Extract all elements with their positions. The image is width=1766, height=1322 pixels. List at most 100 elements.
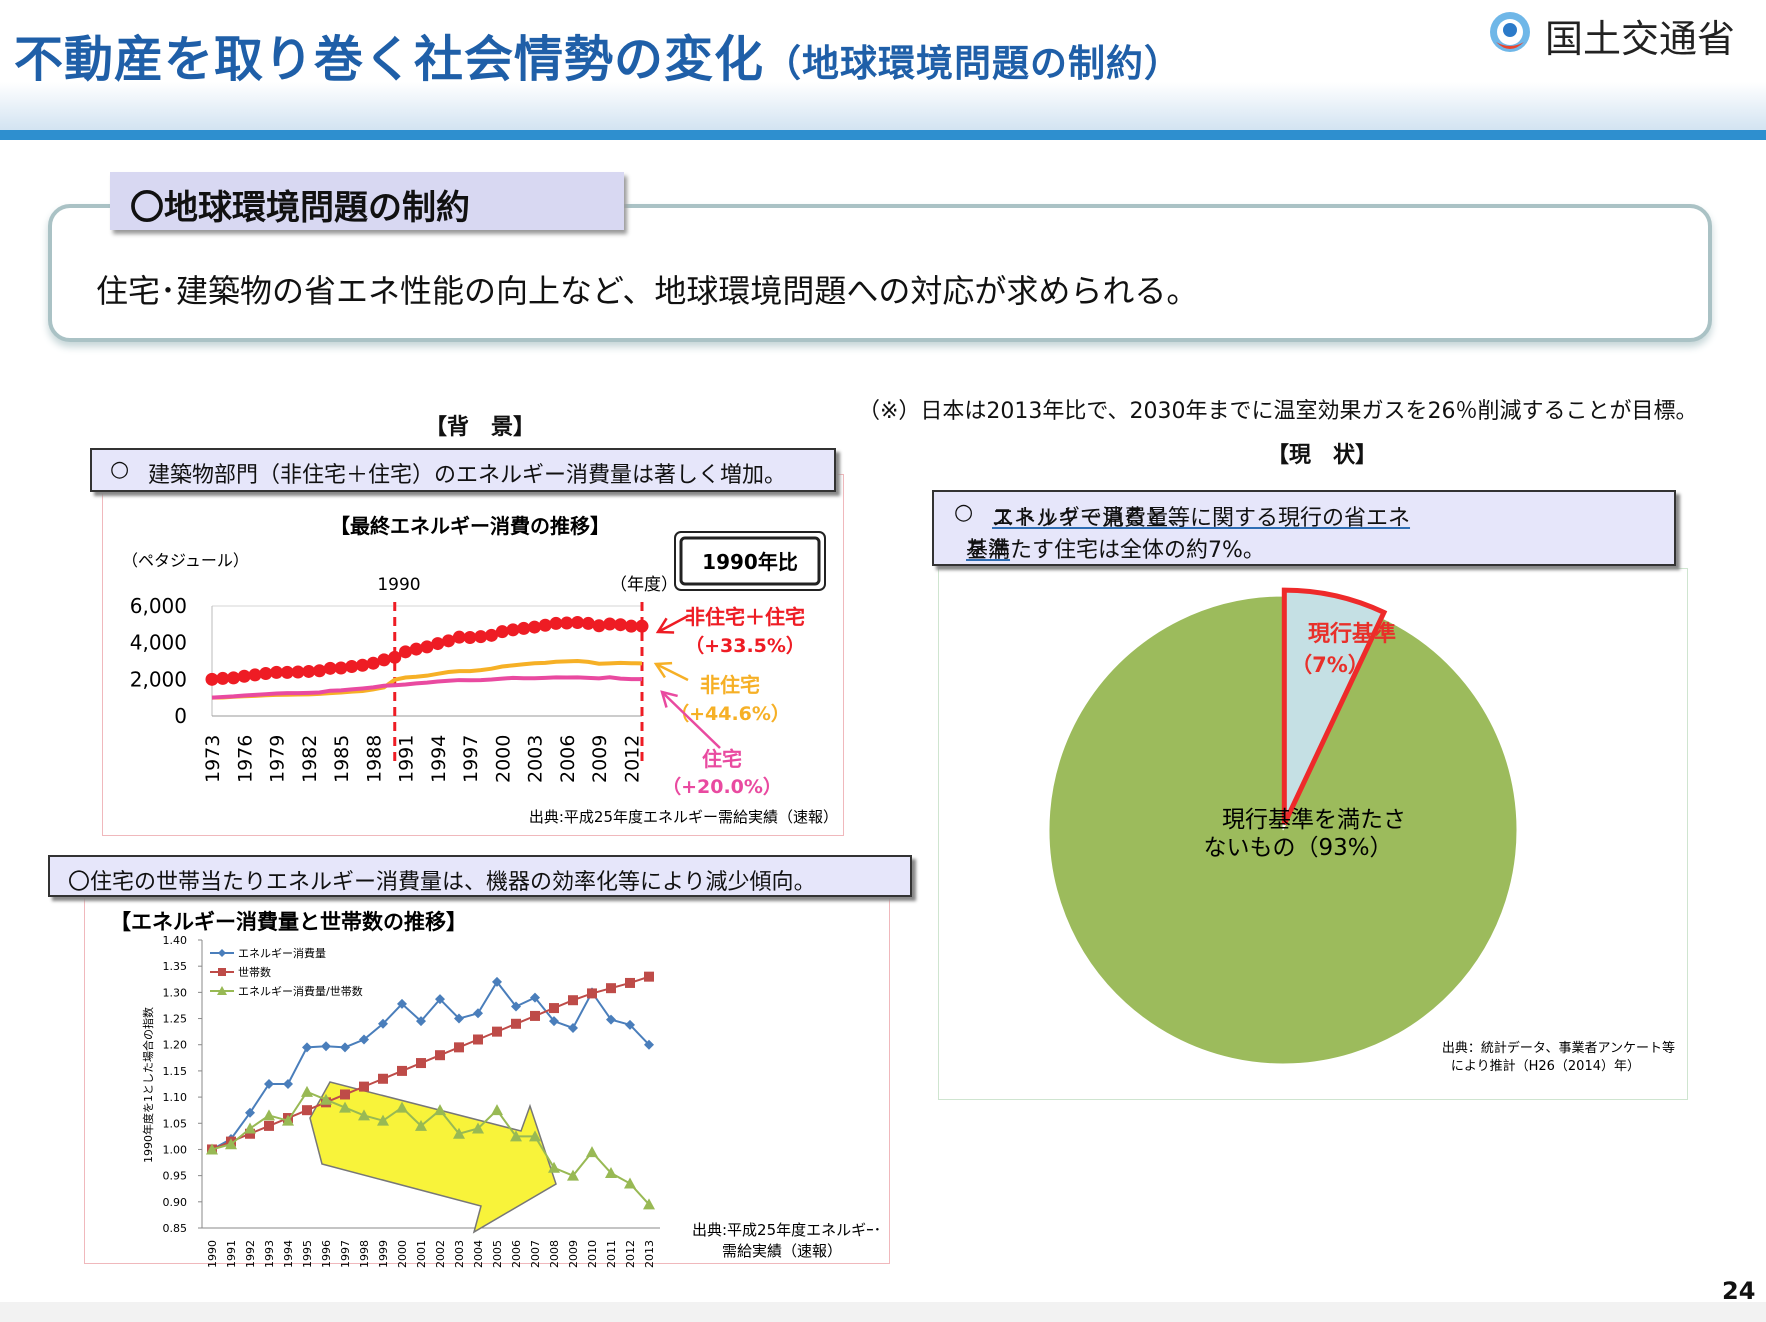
series-change-label: （+33.5%） [685,634,805,657]
data-point [431,637,445,651]
data-point [302,1105,312,1116]
current-status-label: 【現 状】 [1267,443,1378,468]
series-name-label: 非住宅＋住宅 [685,605,805,629]
data-point [313,664,326,678]
legend-marker [218,968,226,976]
y-axis-label: 1990年度を1とした場合の指数 [141,1007,155,1163]
data-point [282,1114,294,1126]
data-point [416,1016,426,1027]
x-tick-label: 2013 [643,1240,656,1268]
data-point [643,1198,655,1210]
data-point [320,1093,332,1105]
data-point [473,1008,483,1019]
x-tick-label: 1979 [267,735,289,783]
x-tick-label: 2012 [624,1240,637,1268]
pie-slice-current-standard [1281,587,1388,826]
series-pointer-arrow [655,662,689,682]
data-point [415,1119,427,1131]
data-point [549,616,563,630]
data-point [259,666,273,680]
x-tick-label: 2006 [557,735,579,783]
x-tick-label: 2009 [567,1240,580,1268]
callout-building-energy: ○ 建築物部門（非住宅＋住宅）のエネルギー消費量は著しく増加。 [90,448,836,492]
data-point [302,1042,312,1053]
series-pointer-arrow [661,691,721,749]
chart-source-line2: により推計（H26（2014）年） [1451,1058,1640,1074]
data-point [511,1001,521,1012]
data-point [283,1079,293,1089]
data-point [605,1167,617,1179]
data-point [606,1014,616,1025]
data-point [463,631,477,645]
y-unit-label: （ペタジュール） [122,551,249,570]
data-point [517,621,531,635]
data-point [356,658,369,672]
y-tick-label: 1.25 [163,1013,188,1026]
footer-band [0,1302,1766,1322]
mlit-logo-icon [1490,12,1530,52]
legend-label: エネルギー消費量 [238,946,326,960]
chart-source-line1: 出典：統計データ、事業者アンケート等 [1442,1040,1675,1056]
data-point [491,1104,503,1116]
data-point [453,1127,465,1139]
data-point [377,653,391,667]
data-point [227,671,240,685]
slice-label-other-2: ないもの（93%） [1203,835,1392,861]
chart-source-line1: 出典:平成25年度エネルギｰ･ [692,1221,881,1239]
data-point [270,665,283,679]
logo-text: 国土交通省 [1545,17,1736,61]
y-tick-label: 1.15 [163,1065,188,1078]
data-point [264,1120,274,1131]
data-point [624,619,638,633]
data-point [378,1018,388,1029]
series-line [211,1090,650,1206]
data-point [492,1026,502,1037]
data-point [205,672,219,686]
data-point [511,1018,521,1029]
callout-underline-1: エネルギー消費量等に関する現行の省エネ [992,506,1411,531]
data-point [397,998,407,1009]
x-tick-label: 1990 [206,1240,219,1268]
data-point [434,1104,446,1116]
data-point [280,665,294,679]
x-tick-label: 1993 [263,1240,276,1268]
data-point [435,1050,445,1061]
x-tick-label: 1991 [225,1240,238,1268]
legend-marker [217,986,227,995]
x-tick-label: 2003 [525,735,547,783]
data-point [245,1128,255,1139]
data-point [538,618,552,632]
trend-arrow-icon [309,1081,557,1234]
x-tick-label: 2006 [510,1240,523,1268]
x-tick-label: 1985 [331,735,353,783]
title-main: 不動産を取り巻く社会情勢の変化 [14,31,765,88]
data-point [359,1081,369,1092]
data-point [366,656,380,670]
x-tick-label: 1996 [320,1240,333,1268]
data-point [548,1161,560,1173]
data-point [359,1034,369,1045]
series-name-label: 住宅 [702,747,742,771]
series-pointer-arrowhead [653,661,673,679]
x-tick-label: 2003 [453,1240,466,1268]
x-tick-label: 1998 [358,1240,371,1268]
x-tick-label: 1976 [234,735,256,783]
ratio-box-inner [679,536,821,586]
data-point [416,1058,426,1069]
x-tick-label: 2011 [605,1240,618,1268]
data-point [302,664,316,678]
y-tick-label: 4,000 [130,631,187,655]
data-point [237,669,251,683]
data-point [396,1101,408,1113]
data-point [587,988,597,999]
data-point [345,660,359,673]
data-point [474,630,488,644]
slice-label-other-1: 現行基準を満たさ [1222,807,1406,833]
data-point [571,616,584,629]
data-point [323,661,337,675]
target-note: （※）日本は2013年比で、2030年までに温室効果ガスを26％削減することが目… [858,399,1698,424]
series-pointer-arrowhead [655,617,675,634]
x-tick-label: 2007 [529,1240,542,1268]
data-point [442,634,455,648]
data-point [529,1130,541,1142]
